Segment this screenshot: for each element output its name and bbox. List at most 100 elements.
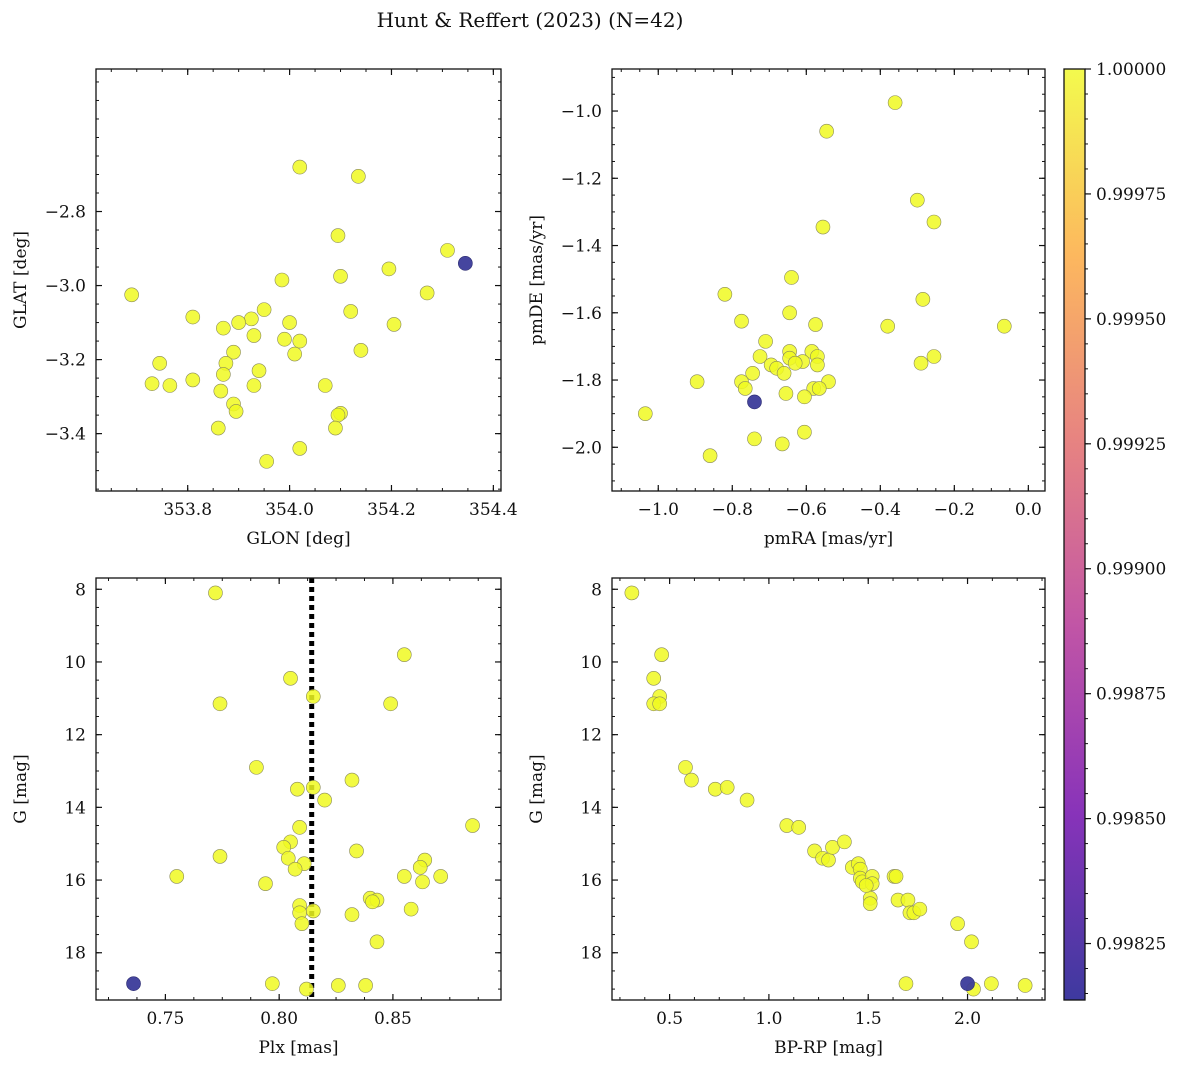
data-point bbox=[825, 840, 840, 855]
data-point bbox=[791, 820, 807, 835]
data-point bbox=[381, 261, 397, 277]
axes-frame bbox=[95, 68, 502, 492]
data-point bbox=[358, 978, 373, 993]
data-point bbox=[810, 357, 825, 373]
x-tick-label: 0.75 bbox=[146, 1009, 184, 1029]
y-tick-label: 18 bbox=[64, 944, 86, 964]
y-tick-label: −1.0 bbox=[561, 102, 602, 122]
panels: 353.8 354.0 354.2 354.4 −2.8 −3.0 −3.2 −3.4 GLON… bbox=[11, 68, 1046, 1058]
data-point bbox=[652, 696, 667, 712]
data-point bbox=[305, 780, 321, 795]
data-point bbox=[351, 169, 366, 184]
data-point bbox=[782, 305, 797, 321]
data-point bbox=[419, 285, 435, 301]
data-point bbox=[226, 344, 241, 360]
x-tick-label: 354.2 bbox=[367, 500, 416, 520]
data-point bbox=[960, 976, 975, 991]
axes-frame bbox=[611, 68, 1046, 492]
y-tick-label: −3.2 bbox=[45, 351, 86, 371]
x-tick-label: 0.80 bbox=[260, 1009, 298, 1029]
data-point bbox=[887, 95, 903, 110]
data-point bbox=[274, 272, 290, 288]
colorbar-tick-label: 1.00000 bbox=[1096, 60, 1166, 80]
data-point bbox=[984, 976, 999, 991]
x-tick-label: −0.6 bbox=[786, 500, 827, 520]
data-point bbox=[776, 366, 792, 381]
data-point bbox=[950, 916, 965, 931]
data-point bbox=[912, 901, 928, 917]
data-point bbox=[282, 315, 297, 330]
data-point bbox=[152, 355, 167, 371]
data-point bbox=[412, 860, 428, 875]
x-tick-label: −0.2 bbox=[934, 500, 975, 520]
y-tick-label: −3.0 bbox=[45, 277, 86, 297]
data-point bbox=[397, 647, 412, 662]
data-point bbox=[317, 378, 333, 393]
data-point bbox=[162, 378, 178, 393]
data-point bbox=[913, 355, 929, 371]
panel-color-mag: 0.5 1.0 1.5 2.0 8 10 12 14 16 18 BP-RP [mag] G [mag… bbox=[527, 577, 1046, 1058]
colorbar: 1.00000 0.99975 0.99950 0.99925 0.99900 0.998… bbox=[1063, 60, 1166, 1001]
data-point bbox=[915, 292, 931, 307]
data-point bbox=[458, 256, 473, 271]
data-point bbox=[212, 849, 228, 864]
data-point bbox=[638, 406, 653, 421]
data-point bbox=[383, 696, 398, 712]
colorbar-frame bbox=[1063, 68, 1086, 1001]
data-point bbox=[259, 454, 274, 469]
data-point bbox=[433, 869, 449, 884]
data-point bbox=[344, 772, 360, 788]
y-axis-label: GLAT [deg] bbox=[11, 231, 31, 329]
x-tick-label: −1.0 bbox=[638, 500, 679, 520]
data-point bbox=[126, 976, 141, 991]
data-point bbox=[778, 386, 794, 401]
panel-proper-motion: −1.0 −0.8 −0.6 −0.4 −0.2 0.0 −1.0 −1.2 −1.4 −1.6 −… bbox=[527, 68, 1046, 549]
data-point bbox=[144, 376, 160, 391]
data-point bbox=[290, 781, 305, 797]
data-point bbox=[169, 869, 185, 884]
data-point bbox=[292, 820, 307, 835]
y-tick-label: 14 bbox=[580, 798, 602, 818]
data-point bbox=[797, 389, 812, 405]
data-point bbox=[212, 696, 228, 712]
data-point bbox=[758, 334, 773, 349]
data-point bbox=[739, 792, 755, 808]
x-tick-label: 0.5 bbox=[656, 1009, 683, 1029]
data-point bbox=[862, 896, 878, 911]
y-tick-label: 16 bbox=[580, 871, 602, 891]
panel-sky: 353.8 354.0 354.2 354.4 −2.8 −3.0 −3.2 −3.4 GLON… bbox=[11, 68, 518, 549]
data-point bbox=[737, 381, 753, 396]
data-point bbox=[702, 448, 718, 463]
data-point bbox=[397, 869, 412, 884]
data-point bbox=[808, 317, 823, 332]
data-point bbox=[353, 343, 369, 358]
colorbar-tick-label: 0.99950 bbox=[1096, 310, 1166, 330]
data-point bbox=[719, 780, 735, 795]
data-point bbox=[369, 934, 385, 950]
x-axis-label: GLON [deg] bbox=[246, 529, 350, 549]
data-point bbox=[246, 328, 262, 343]
data-point bbox=[280, 850, 296, 866]
data-point bbox=[251, 363, 267, 378]
data-point bbox=[185, 372, 201, 388]
y-tick-label: −1.4 bbox=[561, 237, 602, 257]
data-point bbox=[246, 378, 262, 393]
x-tick-label: 0.0 bbox=[1015, 500, 1042, 520]
data-point bbox=[787, 355, 803, 371]
y-axis-label: G [mag] bbox=[527, 754, 547, 823]
panel-parallax-mag: 0.75 0.80 0.85 8 10 12 14 16 18 Plx [mas] G [mag] bbox=[11, 577, 502, 1058]
y-tick-label: 10 bbox=[580, 653, 602, 673]
data-point bbox=[734, 313, 749, 329]
data-point bbox=[752, 349, 768, 364]
data-point bbox=[317, 792, 332, 808]
x-axis-label: pmRA [mas/yr] bbox=[764, 529, 893, 549]
y-tick-label: 8 bbox=[75, 580, 86, 600]
y-axis-label: G [mag] bbox=[11, 754, 31, 823]
y-tick-label: 10 bbox=[64, 653, 86, 673]
data-point bbox=[344, 907, 360, 922]
data-point bbox=[216, 320, 231, 336]
x-tick-label: 353.8 bbox=[163, 500, 212, 520]
colorbar-gradient bbox=[1064, 69, 1085, 1000]
data-point bbox=[305, 689, 321, 704]
data-point bbox=[331, 978, 346, 993]
